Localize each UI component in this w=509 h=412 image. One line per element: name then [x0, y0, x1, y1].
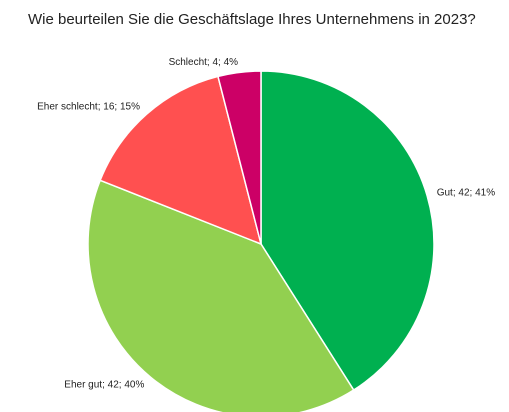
slice-label: Eher schlecht; 16; 15%: [37, 101, 140, 112]
chart-title: Wie beurteilen Sie die Geschäftslage Ihr…: [28, 11, 476, 28]
pie-slice: [87, 179, 355, 412]
pie-slice: [99, 75, 263, 246]
pie-slice: [260, 70, 435, 392]
slice-label: Eher gut; 42; 40%: [64, 380, 144, 391]
slice-label: Schlecht; 4; 4%: [169, 57, 239, 68]
slice-label: Gut; 42; 41%: [437, 188, 495, 199]
pie-slice: [217, 70, 262, 245]
